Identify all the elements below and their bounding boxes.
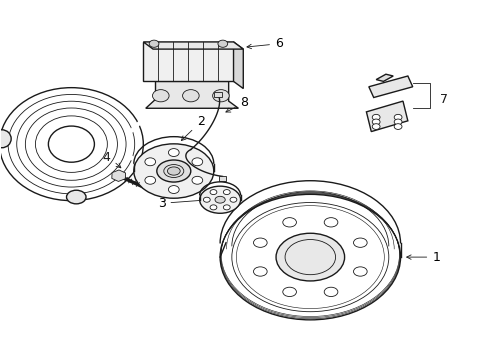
Ellipse shape [167,167,180,175]
Polygon shape [112,170,125,181]
Ellipse shape [282,287,296,297]
Text: 3: 3 [157,197,206,210]
Circle shape [192,158,203,166]
Text: 1: 1 [406,251,439,264]
Ellipse shape [157,160,190,182]
Circle shape [212,90,229,102]
Circle shape [192,176,203,184]
Circle shape [393,119,401,125]
Circle shape [371,114,379,120]
Ellipse shape [0,130,11,148]
Circle shape [203,197,210,202]
Polygon shape [145,81,238,108]
Circle shape [144,176,155,184]
Circle shape [210,190,217,195]
Circle shape [371,119,379,125]
Text: 2: 2 [181,116,204,140]
Bar [218,176,226,181]
Circle shape [223,190,230,195]
Ellipse shape [353,267,366,276]
Circle shape [149,40,159,47]
Circle shape [152,90,169,102]
Text: 8: 8 [225,96,248,112]
Ellipse shape [253,267,266,276]
Ellipse shape [66,190,86,204]
Polygon shape [143,42,233,81]
Text: 7: 7 [439,93,447,106]
Circle shape [393,124,401,130]
Polygon shape [375,74,392,81]
Ellipse shape [48,126,94,162]
Ellipse shape [215,196,225,203]
Circle shape [210,205,217,210]
Polygon shape [233,42,243,89]
Ellipse shape [199,186,240,213]
Polygon shape [368,76,412,98]
Ellipse shape [253,238,266,247]
Bar [214,92,222,97]
Polygon shape [366,101,407,132]
Circle shape [168,186,179,193]
Circle shape [223,205,230,210]
Circle shape [144,158,155,166]
Circle shape [218,40,227,47]
Circle shape [168,149,179,157]
Ellipse shape [282,218,296,227]
Circle shape [229,197,236,202]
Text: 6: 6 [246,37,282,50]
Ellipse shape [134,144,213,198]
Polygon shape [143,42,243,49]
Text: 4: 4 [102,151,110,164]
Ellipse shape [0,87,143,201]
Text: 5: 5 [0,359,1,360]
Ellipse shape [353,238,366,247]
Ellipse shape [324,287,337,297]
Circle shape [371,124,379,130]
Ellipse shape [220,194,400,320]
Circle shape [393,114,401,120]
Ellipse shape [276,233,344,281]
Circle shape [182,90,199,102]
Ellipse shape [324,218,337,227]
